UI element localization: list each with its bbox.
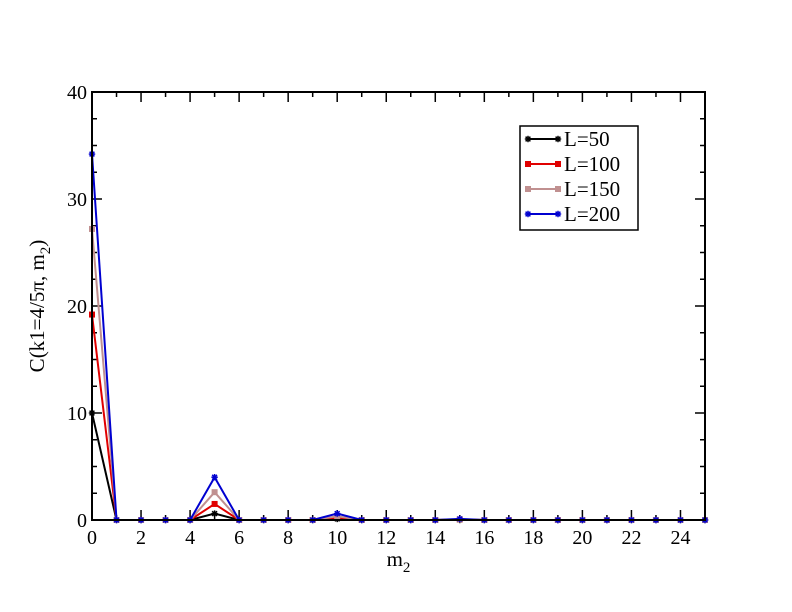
- series-line: [91, 314, 705, 521]
- legend-label: L=200: [564, 202, 620, 226]
- y-tick-label: 0: [77, 510, 87, 532]
- marker-stroke: [525, 136, 531, 142]
- legend-box: [519, 125, 639, 231]
- series-3: [89, 225, 708, 523]
- series-line: [91, 228, 705, 521]
- y-tick-label: 30: [67, 189, 87, 211]
- data-point: [334, 510, 341, 517]
- legend-marker: [525, 186, 531, 192]
- series-1: [88, 409, 709, 524]
- x-tick-label: 18: [523, 527, 543, 549]
- marker-stroke: [555, 136, 561, 142]
- legend-marker: [524, 135, 532, 143]
- y-axis-title-tail: ): [25, 240, 49, 247]
- x-axis-title-base: m: [387, 547, 403, 571]
- x-axis-title: m2: [387, 547, 411, 576]
- data-point: [211, 489, 218, 496]
- y-tick-label: 20: [67, 296, 87, 318]
- legend-marker: [554, 135, 562, 143]
- legend-label: L=100: [564, 152, 620, 176]
- marker-stroke: [211, 510, 218, 517]
- x-tick-label: 24: [670, 527, 690, 549]
- marker-stroke: [555, 211, 561, 217]
- x-tick-label: 2: [136, 527, 146, 549]
- legend-item: L=50: [524, 127, 610, 151]
- x-tick-label: 6: [234, 527, 244, 549]
- x-tick-label: 12: [376, 527, 396, 549]
- legend-item: L=200: [524, 202, 620, 226]
- legend-label: L=150: [564, 177, 620, 201]
- y-tick-label: 10: [67, 403, 87, 425]
- legend-marker: [555, 186, 561, 192]
- x-tick-label: 16: [474, 527, 494, 549]
- legend-item: L=150: [525, 177, 620, 201]
- series-line: [91, 412, 705, 521]
- y-axis-title-sub: 2: [38, 247, 54, 255]
- legend-marker: [555, 161, 561, 167]
- data-point: [211, 510, 218, 517]
- x-tick-label: 22: [621, 527, 641, 549]
- plot-frame: [91, 91, 706, 521]
- marker-stroke: [334, 510, 341, 517]
- legend-marker: [525, 161, 531, 167]
- x-tick-label: 14: [425, 527, 445, 549]
- legend-marker: [554, 210, 562, 218]
- x-tick-label: 8: [283, 527, 293, 549]
- y-axis-title-main: C(k1=4/5π, m: [25, 254, 49, 372]
- y-axis-title: C(k1=4/5π, m2): [25, 240, 54, 373]
- x-axis-title-sub: 2: [403, 560, 411, 576]
- x-tick-label: 4: [185, 527, 195, 549]
- marker-stroke: [211, 474, 218, 481]
- series-2: [89, 311, 708, 523]
- legend-item: L=100: [525, 152, 620, 176]
- x-tick-label: 10: [327, 527, 347, 549]
- marker-stroke: [525, 211, 531, 217]
- x-tick-label: 20: [572, 527, 592, 549]
- x-tick-label: 0: [87, 527, 97, 549]
- y-tick-label: 40: [67, 82, 87, 104]
- data-point: [211, 500, 218, 507]
- data-point: [211, 474, 218, 481]
- legend-marker: [524, 210, 532, 218]
- legend-label: L=50: [564, 127, 610, 151]
- data-point: [456, 515, 463, 523]
